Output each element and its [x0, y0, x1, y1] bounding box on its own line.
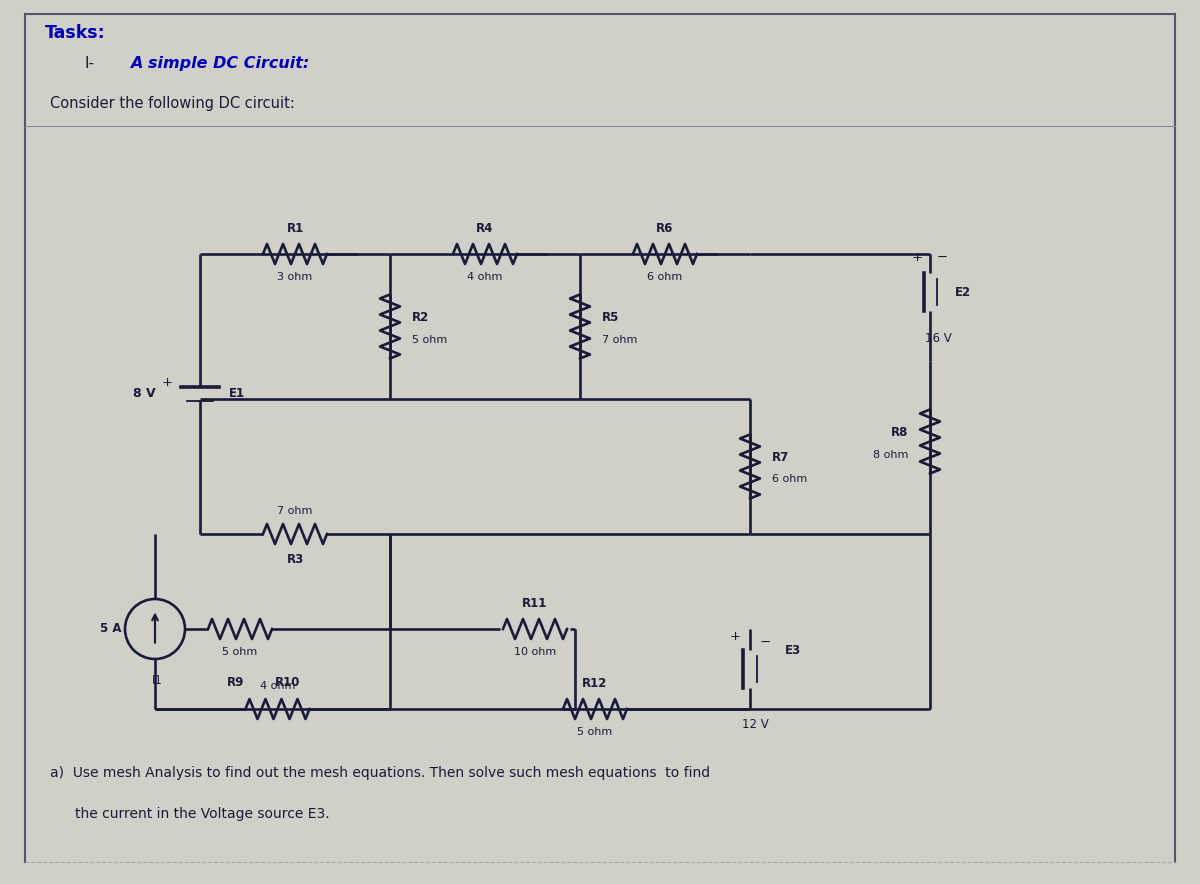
Text: 6 ohm: 6 ohm	[647, 272, 683, 282]
Text: R8: R8	[890, 426, 908, 439]
Text: Tasks:: Tasks:	[46, 24, 106, 42]
Text: 5 A: 5 A	[101, 622, 122, 636]
Text: 8 V: 8 V	[133, 387, 156, 400]
Text: +: +	[730, 630, 740, 643]
Text: R5: R5	[602, 311, 619, 324]
Text: +: +	[912, 251, 923, 264]
Text: 4 ohm: 4 ohm	[260, 681, 295, 691]
Text: 4 ohm: 4 ohm	[467, 272, 503, 282]
Text: 7 ohm: 7 ohm	[277, 506, 313, 516]
Text: −: −	[760, 636, 770, 649]
Text: Consider the following DC circuit:: Consider the following DC circuit:	[50, 96, 295, 111]
Text: R6: R6	[656, 222, 673, 235]
Text: 16 V: 16 V	[925, 332, 952, 345]
Text: 7 ohm: 7 ohm	[602, 334, 637, 345]
Text: 12 V: 12 V	[742, 718, 768, 731]
Text: I1: I1	[151, 674, 162, 687]
Text: E3: E3	[785, 644, 802, 658]
Text: the current in the Voltage source E3.: the current in the Voltage source E3.	[74, 807, 330, 821]
Text: 5 ohm: 5 ohm	[577, 727, 613, 737]
Text: 5 ohm: 5 ohm	[222, 647, 258, 657]
Text: 10 ohm: 10 ohm	[514, 647, 556, 657]
Text: R7: R7	[772, 451, 790, 464]
Text: A simple DC Circuit:: A simple DC Circuit:	[130, 56, 310, 71]
Text: R11: R11	[522, 597, 547, 610]
Text: R2: R2	[412, 311, 430, 324]
Text: R10: R10	[275, 676, 300, 689]
Text: −: −	[937, 251, 948, 264]
Text: E2: E2	[954, 286, 971, 299]
Text: R12: R12	[582, 677, 607, 690]
Text: E1: E1	[229, 387, 245, 400]
Text: 6 ohm: 6 ohm	[772, 475, 808, 484]
Text: I-: I-	[85, 56, 95, 71]
Text: 5 ohm: 5 ohm	[412, 334, 448, 345]
Text: R1: R1	[287, 222, 304, 235]
Text: R9: R9	[227, 676, 244, 689]
Text: +: +	[162, 377, 173, 390]
Text: a)  Use mesh Analysis to find out the mesh equations. Then solve such mesh equat: a) Use mesh Analysis to find out the mes…	[50, 766, 710, 780]
Text: R3: R3	[287, 553, 304, 566]
Text: 3 ohm: 3 ohm	[277, 272, 313, 282]
Text: R4: R4	[476, 222, 493, 235]
Text: 8 ohm: 8 ohm	[872, 449, 908, 460]
